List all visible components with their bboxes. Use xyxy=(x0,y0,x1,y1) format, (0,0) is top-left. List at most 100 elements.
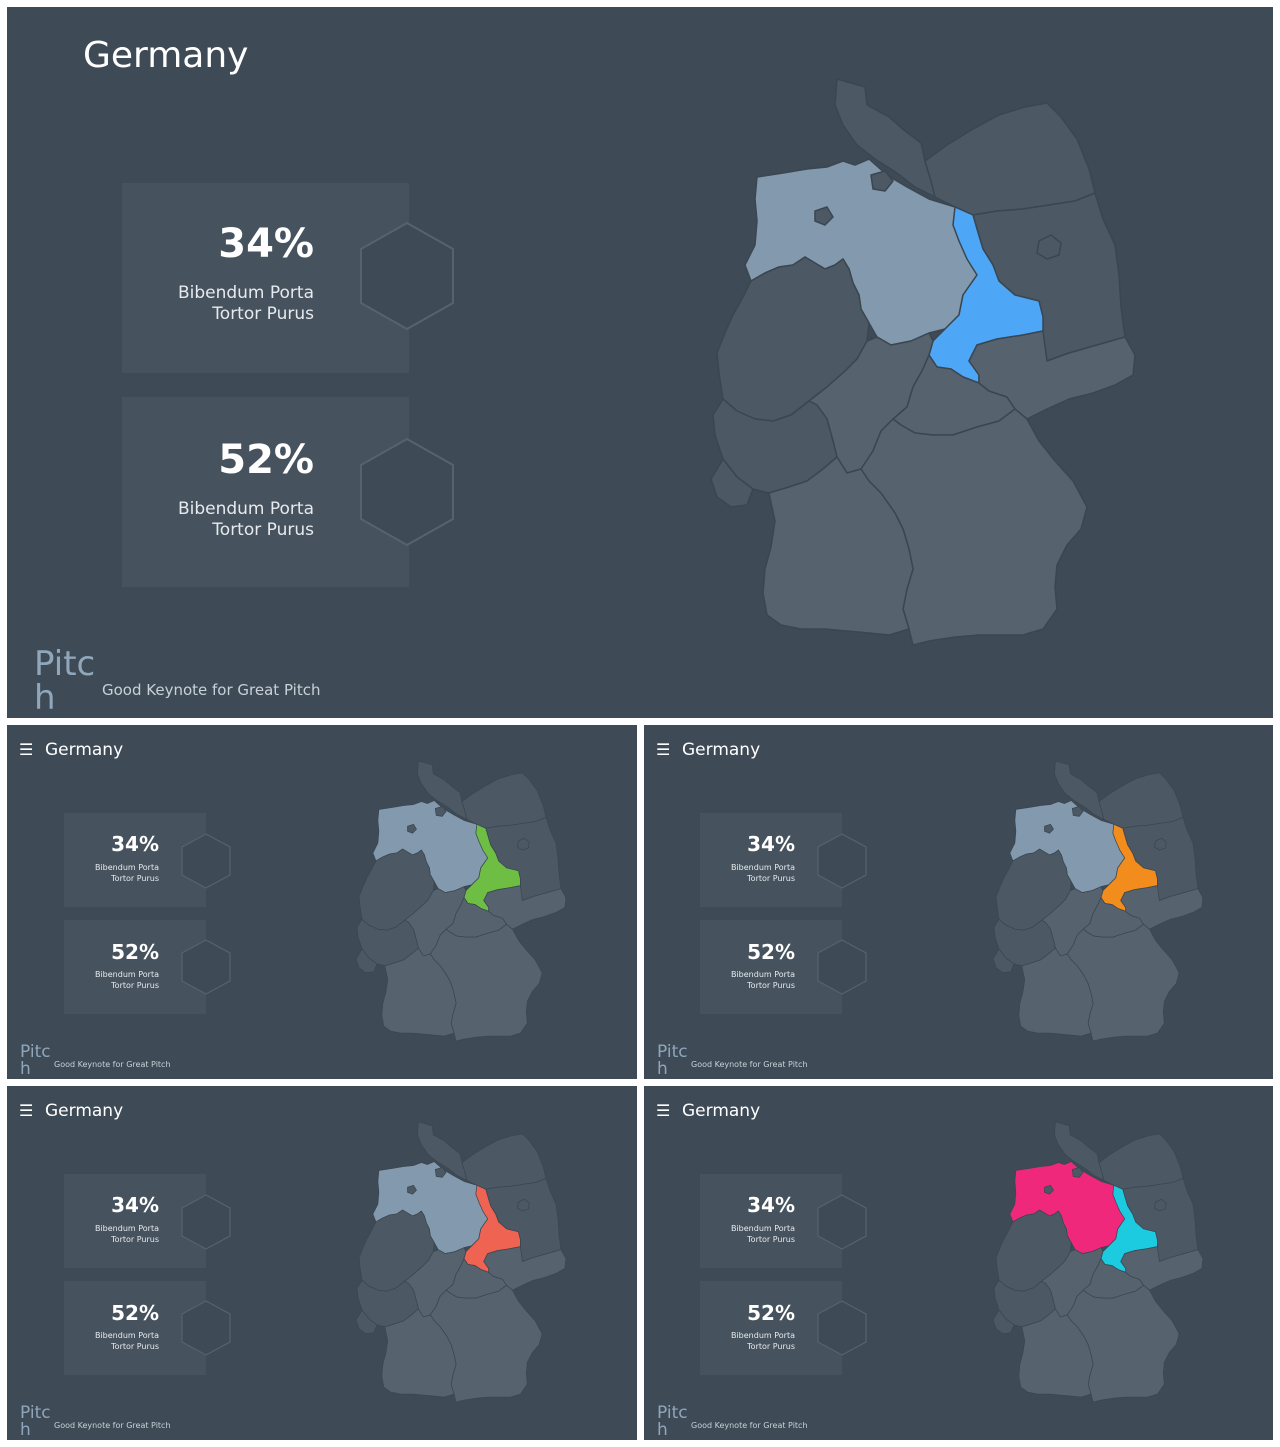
saxony-region xyxy=(483,885,567,930)
brand-line1: Pitc xyxy=(657,1403,688,1423)
stat-label-line1: Bibendum Porta xyxy=(730,1224,795,1233)
stat-label-line2: Tortor Purus xyxy=(111,1342,159,1351)
saarland-region xyxy=(355,1309,378,1335)
stat-label-line1: Bibendum Porta xyxy=(730,970,795,979)
baden-wuerttemberg-region xyxy=(1018,1308,1094,1398)
saarland-region xyxy=(355,948,378,974)
tagline: Good Keynote for Great Pitch xyxy=(102,681,321,699)
menu-icon[interactable]: ☰ xyxy=(656,740,671,759)
mecklenburg-vorpommern-region xyxy=(1098,1133,1184,1190)
slide-2: ☰ Germany 34% Bibendum Porta Tortor Puru… xyxy=(7,725,637,1079)
stat-label-line2: Tortor Purus xyxy=(747,1342,795,1351)
stat-label-line1: Bibendum Porta xyxy=(94,1331,159,1340)
tagline: Good Keynote for Great Pitch xyxy=(691,1421,808,1430)
stat-label-line2: Tortor Purus xyxy=(212,520,314,540)
hamburg-region xyxy=(1071,806,1084,817)
bremen-region xyxy=(1044,1184,1054,1195)
tagline: Good Keynote for Great Pitch xyxy=(54,1060,171,1069)
stat-label-line2: Tortor Purus xyxy=(747,874,795,883)
stat-label-line1: Bibendum Porta xyxy=(730,1331,795,1340)
brand-line1: Pitc xyxy=(20,1403,51,1423)
mecklenburg-vorpommern-region xyxy=(924,102,1096,216)
bremen-region xyxy=(1044,823,1054,834)
slide-title: Germany xyxy=(45,740,124,760)
menu-icon[interactable]: ☰ xyxy=(656,1101,671,1120)
brand-logo: Pitc h xyxy=(20,1044,51,1078)
saxony-region xyxy=(1120,885,1204,930)
slide-4: ☰ Germany 34% Bibendum Porta Tortor Puru… xyxy=(7,1086,637,1440)
stat-label-line1: Bibendum Porta xyxy=(94,863,159,872)
saxony-region xyxy=(1120,1246,1204,1291)
stat-label-line1: Bibendum Porta xyxy=(177,499,314,519)
brand-line2: h xyxy=(20,1420,31,1440)
hamburg-region xyxy=(434,806,447,817)
hexagon-icon xyxy=(817,1194,867,1250)
tagline: Good Keynote for Great Pitch xyxy=(54,1421,171,1430)
hamburg-region xyxy=(870,170,894,192)
stat-label-line2: Tortor Purus xyxy=(111,874,159,883)
stat-value: 34% xyxy=(111,1193,159,1217)
bremen-region xyxy=(407,1184,417,1195)
brand-line1: Pitc xyxy=(20,1042,51,1062)
slide-3: ☰ Germany 34% Bibendum Porta Tortor Puru… xyxy=(644,725,1273,1079)
hexagon-icon xyxy=(360,221,454,331)
bremen-region xyxy=(814,206,834,226)
tagline: Good Keynote for Great Pitch xyxy=(691,1060,808,1069)
brand-logo: Pitc h xyxy=(657,1405,688,1439)
stat-label-line1: Bibendum Porta xyxy=(94,1224,159,1233)
baden-wuerttemberg-region xyxy=(1018,947,1094,1037)
stat-value: 34% xyxy=(218,221,314,267)
stat-label-line1: Bibendum Porta xyxy=(94,970,159,979)
brand-logo: Pitc h xyxy=(657,1044,688,1078)
stat-value: 52% xyxy=(747,940,795,964)
saxony-region xyxy=(483,1246,567,1291)
stat-card-1: 34% Bibendum Porta Tortor Purus xyxy=(700,1174,842,1268)
berlin-region xyxy=(517,837,530,851)
stat-label-line1: Bibendum Porta xyxy=(730,863,795,872)
slide-5: ☰ Germany 34% Bibendum Porta Tortor Puru… xyxy=(644,1086,1273,1440)
hexagon-icon xyxy=(360,437,454,547)
saxony-region xyxy=(968,330,1136,420)
brand-line2: h xyxy=(657,1059,668,1079)
hexagon-icon xyxy=(181,939,231,995)
saarland-region xyxy=(710,458,754,508)
slide-title: Germany xyxy=(45,1101,124,1121)
stat-label-line2: Tortor Purus xyxy=(212,304,314,324)
brand-line1: Pitc xyxy=(657,1042,688,1062)
hexagon-icon xyxy=(181,1194,231,1250)
berlin-region xyxy=(1154,837,1167,851)
stat-label-line2: Tortor Purus xyxy=(111,981,159,990)
baden-wuerttemberg-region xyxy=(762,456,914,636)
stat-label-line1: Bibendum Porta xyxy=(177,283,314,303)
stat-value: 52% xyxy=(218,437,314,483)
brand-line2: h xyxy=(20,1059,31,1079)
brand-line1: Pitc xyxy=(34,644,96,684)
stat-value: 52% xyxy=(111,940,159,964)
hexagon-icon xyxy=(817,939,867,995)
berlin-region xyxy=(1036,234,1062,260)
hexagon-icon xyxy=(181,1300,231,1356)
germany-map xyxy=(992,760,1204,1042)
berlin-region xyxy=(1154,1198,1167,1212)
stat-value: 34% xyxy=(747,1193,795,1217)
stat-label-line2: Tortor Purus xyxy=(747,981,795,990)
baden-wuerttemberg-region xyxy=(381,947,457,1037)
stat-value: 52% xyxy=(111,1301,159,1325)
stat-value: 52% xyxy=(747,1301,795,1325)
stat-value: 34% xyxy=(747,832,795,856)
slide-1: Germany 34% Bibendum Porta Tortor Purus … xyxy=(7,7,1273,718)
germany-map xyxy=(355,760,567,1042)
stat-label-line2: Tortor Purus xyxy=(747,1235,795,1244)
mecklenburg-vorpommern-region xyxy=(461,1133,547,1190)
saarland-region xyxy=(992,948,1015,974)
germany-map xyxy=(355,1121,567,1403)
berlin-region xyxy=(517,1198,530,1212)
germany-map xyxy=(710,78,1136,646)
brand-logo: Pitc h xyxy=(34,647,95,715)
slide-title: Germany xyxy=(682,1101,761,1121)
germany-map xyxy=(992,1121,1204,1403)
menu-icon[interactable]: ☰ xyxy=(19,740,34,759)
bremen-region xyxy=(407,823,417,834)
brand-line2: h xyxy=(34,678,56,718)
menu-icon[interactable]: ☰ xyxy=(19,1101,34,1120)
